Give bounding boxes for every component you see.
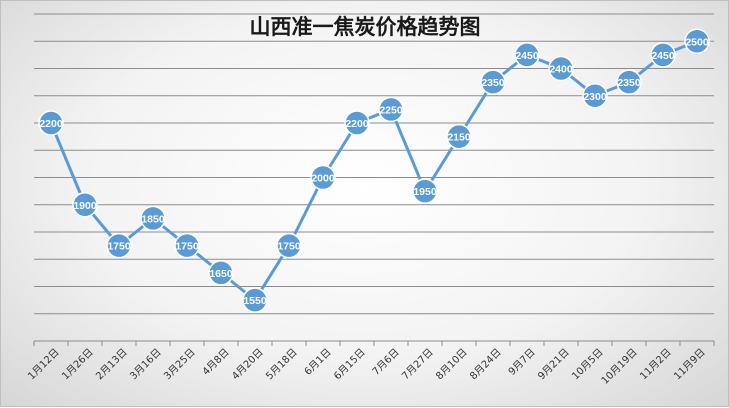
- x-tick-label: 8月10日: [434, 346, 470, 382]
- data-label: 2150: [447, 132, 471, 144]
- x-tick-label: 10月5日: [570, 346, 606, 382]
- x-tick-label: 9月7日: [506, 346, 538, 378]
- x-tick-label: 8月24日: [468, 346, 504, 382]
- data-point: [616, 69, 642, 95]
- data-point: [208, 260, 234, 286]
- data-label: 2350: [481, 77, 505, 89]
- data-point: [140, 205, 166, 232]
- data-point: [242, 287, 268, 313]
- data-point: [582, 83, 608, 109]
- data-point: [174, 232, 200, 259]
- data-label: 2350: [617, 77, 641, 89]
- x-tick-label: 3月16日: [128, 346, 164, 382]
- data-point: [650, 42, 676, 68]
- data-point: [276, 232, 302, 259]
- data-label: 1950: [413, 186, 437, 198]
- x-tick-label: 7月27日: [400, 346, 436, 382]
- data-point: [378, 96, 404, 123]
- data-label: 2250: [379, 104, 403, 116]
- x-tick-label: 11月2日: [638, 346, 674, 382]
- x-tick-label: 9月21日: [536, 346, 572, 382]
- data-label: 2500: [685, 36, 709, 48]
- data-label: 2200: [345, 118, 369, 130]
- data-point: [446, 123, 472, 150]
- data-label: 2300: [583, 91, 607, 103]
- x-tick-label: 11月9日: [672, 346, 708, 382]
- data-point: [106, 232, 132, 259]
- data-point: [480, 69, 506, 95]
- data-point: [310, 164, 336, 191]
- data-label: 1900: [73, 200, 97, 212]
- data-point: [514, 42, 540, 68]
- series-line: [49, 39, 698, 302]
- x-tick-label: 1月12日: [26, 346, 62, 382]
- data-label: 1650: [209, 268, 233, 280]
- data-point: [412, 178, 438, 204]
- x-tick-label: 7月6日: [370, 346, 402, 378]
- data-point: [72, 192, 98, 218]
- x-tick-label: 3月25日: [162, 346, 198, 382]
- data-label: 2450: [651, 50, 675, 62]
- x-tick-label: 2月13日: [94, 346, 130, 382]
- x-tick-label: 6月15日: [332, 346, 368, 382]
- x-tick-label: 5月18日: [264, 346, 300, 382]
- x-tick-label: 6月1日: [302, 346, 334, 378]
- x-tick-label: 4月20日: [230, 346, 266, 382]
- data-point: [344, 110, 370, 136]
- data-label: 1550: [243, 295, 267, 307]
- data-label: 2000: [311, 173, 335, 185]
- data-label: 1850: [141, 213, 165, 225]
- grid-lines: [34, 13, 714, 342]
- data-label: 2450: [515, 50, 539, 62]
- data-point: [548, 55, 574, 82]
- data-label: 1750: [107, 241, 131, 253]
- chart-title: 山西准一焦炭价格趋势图: [250, 15, 481, 39]
- data-label: 2400: [549, 64, 573, 76]
- data-label: 1750: [175, 241, 199, 253]
- x-tick-label: 10月19日: [599, 346, 640, 387]
- series: 2200 1900 1750 1850 1750 1650 1550 1750 2000 2200…: [38, 28, 710, 313]
- data-label: 2200: [39, 118, 63, 130]
- x-tick-label: 4月8日: [200, 346, 232, 378]
- data-label: 1750: [277, 241, 301, 253]
- data-point: [38, 110, 64, 136]
- data-point: [684, 28, 710, 54]
- x-tick-label: 1月26日: [60, 346, 96, 382]
